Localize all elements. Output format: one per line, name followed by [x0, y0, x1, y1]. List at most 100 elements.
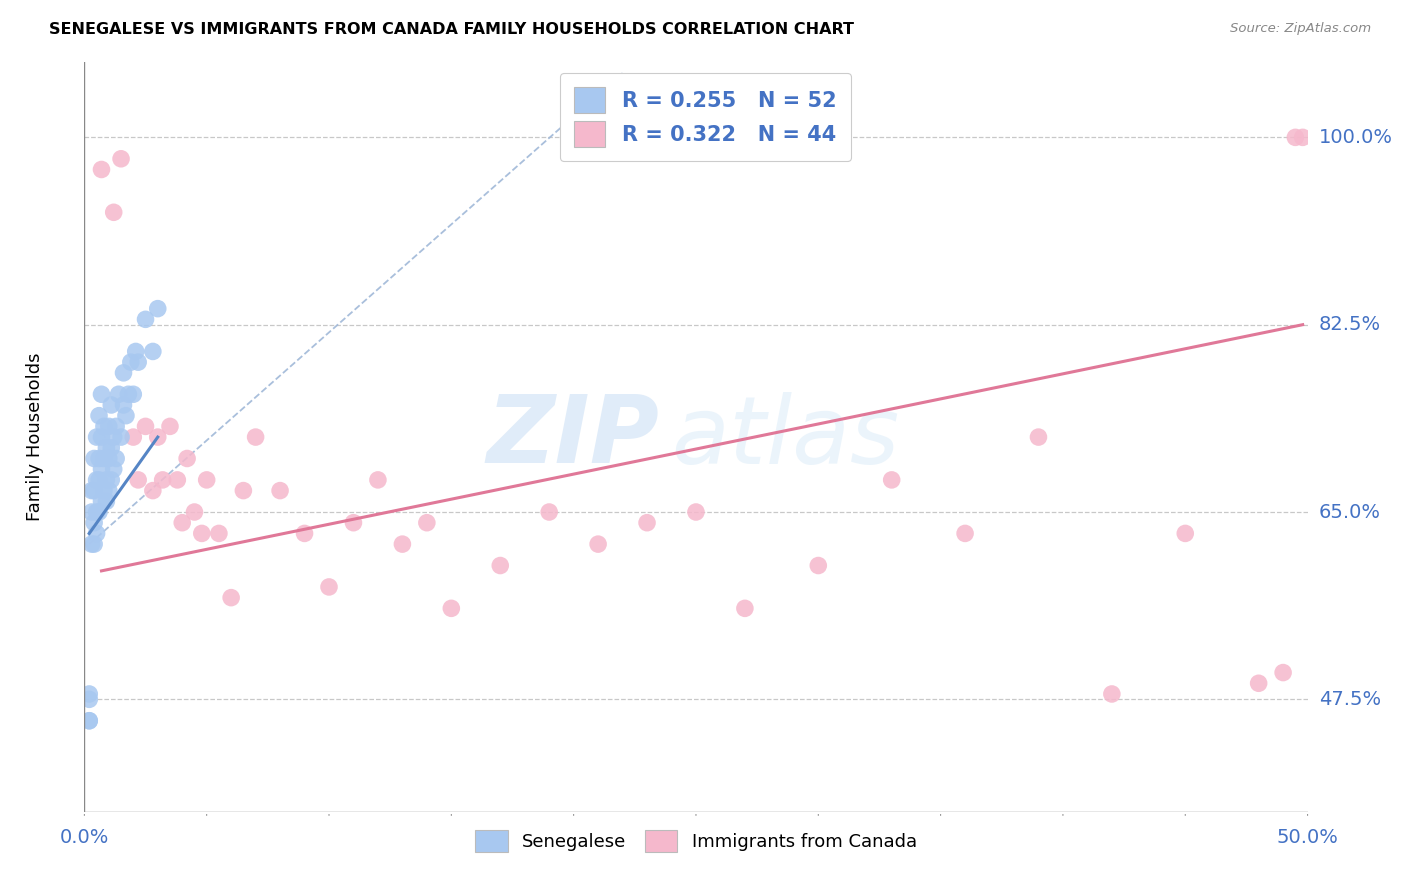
Point [83, 483, 105, 498]
Text: 82.5%: 82.5% [1319, 315, 1381, 334]
Point [294, 526, 316, 541]
Point [269, 483, 291, 498]
Point [87, 473, 110, 487]
Point [93, 419, 115, 434]
Point [391, 537, 413, 551]
Text: 100.0%: 100.0% [1319, 128, 1393, 147]
Point [183, 505, 205, 519]
Point [105, 419, 128, 434]
Point [105, 451, 128, 466]
Point [142, 483, 165, 498]
Point [195, 473, 218, 487]
Text: atlas: atlas [672, 392, 900, 483]
Point [97, 483, 120, 498]
Point [208, 526, 231, 541]
Point [86, 526, 108, 541]
Point [176, 451, 198, 466]
Point [142, 344, 165, 359]
Point [172, 516, 194, 530]
Point [87, 451, 110, 466]
Point [103, 205, 125, 219]
Point [807, 558, 830, 573]
Point [96, 473, 118, 487]
Point [93, 483, 115, 498]
Point [685, 505, 707, 519]
Text: 47.5%: 47.5% [1319, 690, 1381, 709]
Point [125, 344, 148, 359]
Point [1174, 526, 1197, 541]
Point [100, 473, 122, 487]
Point [1292, 130, 1315, 145]
Point [86, 505, 108, 519]
Point [93, 451, 115, 466]
Point [146, 301, 169, 316]
Point [127, 473, 149, 487]
Point [103, 462, 125, 476]
Point [159, 419, 181, 434]
Point [734, 601, 756, 615]
Point [77, 714, 100, 728]
Point [232, 483, 254, 498]
Point [87, 505, 110, 519]
Point [112, 366, 135, 380]
Point [191, 526, 214, 541]
Point [83, 516, 105, 530]
Point [117, 387, 139, 401]
Point [83, 537, 105, 551]
Point [1101, 687, 1123, 701]
Text: 50.0%: 50.0% [1277, 829, 1339, 847]
Point [342, 516, 364, 530]
Point [115, 409, 138, 423]
Point [77, 714, 100, 728]
Point [100, 398, 122, 412]
Point [127, 355, 149, 369]
Text: Family Households: Family Households [27, 353, 45, 521]
Point [90, 494, 112, 508]
Point [135, 419, 157, 434]
Point [489, 558, 512, 573]
Point [120, 355, 142, 369]
Point [880, 473, 903, 487]
Point [97, 451, 120, 466]
Point [1272, 665, 1295, 680]
Point [86, 473, 108, 487]
Point [1284, 130, 1306, 145]
Point [80, 537, 103, 551]
Point [1028, 430, 1050, 444]
Text: ZIP: ZIP [486, 391, 659, 483]
Point [538, 505, 561, 519]
Point [96, 441, 118, 455]
Point [80, 483, 103, 498]
Text: Source: ZipAtlas.com: Source: ZipAtlas.com [1230, 22, 1371, 36]
Point [953, 526, 976, 541]
Point [90, 430, 112, 444]
Point [636, 516, 658, 530]
Point [586, 537, 609, 551]
Point [90, 162, 112, 177]
Point [90, 462, 112, 476]
Point [96, 494, 118, 508]
Point [245, 430, 267, 444]
Point [1247, 676, 1270, 690]
Point [219, 591, 242, 605]
Point [146, 430, 169, 444]
Point [110, 430, 132, 444]
Point [97, 419, 120, 434]
Point [90, 387, 112, 401]
Text: SENEGALESE VS IMMIGRANTS FROM CANADA FAMILY HOUSEHOLDS CORRELATION CHART: SENEGALESE VS IMMIGRANTS FROM CANADA FAM… [49, 22, 855, 37]
Point [135, 312, 157, 326]
Point [103, 430, 125, 444]
Point [318, 580, 340, 594]
Point [80, 505, 103, 519]
Point [112, 398, 135, 412]
Point [122, 430, 145, 444]
Point [100, 441, 122, 455]
Point [166, 473, 188, 487]
Point [152, 473, 174, 487]
Text: 0.0%: 0.0% [59, 829, 110, 847]
Point [86, 430, 108, 444]
Point [77, 687, 100, 701]
Point [110, 152, 132, 166]
Text: 65.0%: 65.0% [1319, 502, 1381, 522]
Point [122, 387, 145, 401]
